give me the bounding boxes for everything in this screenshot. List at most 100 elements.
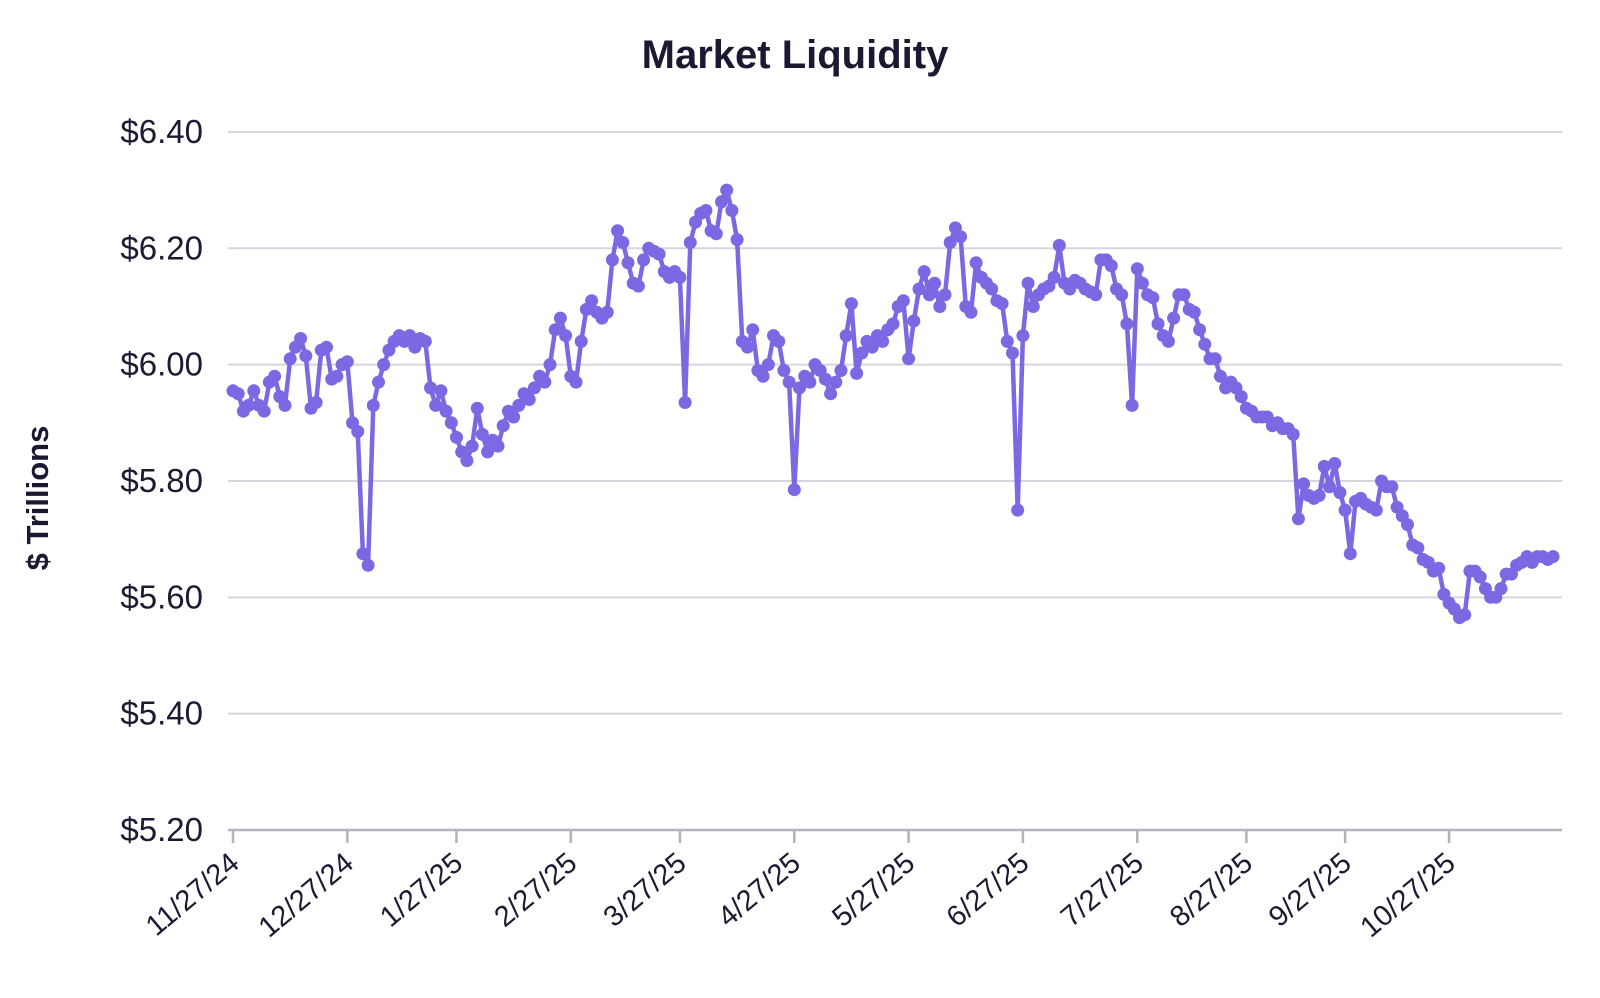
y-tick-label: $6.00 bbox=[120, 346, 203, 383]
data-point bbox=[824, 387, 838, 401]
data-point bbox=[907, 314, 921, 328]
data-point bbox=[933, 300, 947, 313]
data-point bbox=[1047, 270, 1061, 284]
data-point bbox=[1369, 503, 1383, 517]
data-point bbox=[434, 384, 448, 398]
data-point bbox=[652, 247, 666, 261]
data-point bbox=[351, 425, 365, 438]
line-series bbox=[226, 183, 1560, 625]
data-point bbox=[616, 236, 630, 249]
data-point bbox=[283, 352, 297, 366]
data-point bbox=[678, 396, 692, 409]
data-point bbox=[1021, 276, 1035, 290]
data-point bbox=[366, 398, 380, 412]
data-point bbox=[954, 230, 968, 244]
y-tick-label: $5.80 bbox=[120, 462, 203, 499]
data-point bbox=[964, 305, 978, 319]
data-point bbox=[995, 297, 1009, 311]
data-point bbox=[1312, 489, 1326, 502]
data-point bbox=[746, 323, 760, 337]
data-point bbox=[538, 375, 552, 389]
data-point bbox=[481, 445, 495, 459]
data-point bbox=[793, 381, 806, 395]
x-tick-label: 11/27/24 bbox=[140, 847, 245, 943]
data-point bbox=[600, 305, 614, 319]
data-point bbox=[543, 358, 557, 372]
data-point bbox=[439, 404, 453, 418]
data-point bbox=[1011, 503, 1025, 517]
data-point bbox=[559, 329, 573, 343]
data-point bbox=[850, 366, 864, 380]
data-point bbox=[829, 375, 843, 389]
data-point bbox=[803, 375, 817, 389]
data-point bbox=[278, 398, 292, 412]
data-point bbox=[1120, 317, 1134, 331]
data-point bbox=[1146, 291, 1160, 305]
data-point bbox=[865, 340, 879, 354]
data-point bbox=[741, 340, 754, 354]
data-point bbox=[876, 334, 890, 348]
gridlines bbox=[228, 130, 1562, 715]
x-tick-label: 1/27/25 bbox=[374, 847, 469, 934]
data-point bbox=[1458, 608, 1472, 622]
data-point bbox=[247, 384, 261, 398]
data-point bbox=[725, 204, 739, 217]
data-point bbox=[1130, 262, 1144, 276]
y-tick-label: $5.60 bbox=[120, 578, 203, 615]
data-point bbox=[1286, 427, 1300, 441]
x-tick-label: 10/27/25 bbox=[1355, 847, 1462, 944]
x-tick-label: 9/27/25 bbox=[1263, 847, 1358, 934]
data-point bbox=[1006, 346, 1019, 360]
data-point bbox=[922, 288, 936, 302]
data-point bbox=[418, 334, 432, 348]
data-point bbox=[1193, 323, 1207, 337]
data-point bbox=[896, 294, 910, 308]
data-point bbox=[1161, 334, 1175, 348]
data-point bbox=[460, 454, 474, 468]
x-axis bbox=[228, 828, 1562, 843]
data-point bbox=[1338, 503, 1352, 517]
data-point bbox=[242, 398, 256, 412]
data-point bbox=[1167, 311, 1181, 325]
data-point bbox=[1104, 259, 1118, 273]
y-tick-label: $5.20 bbox=[120, 811, 203, 848]
data-point bbox=[1494, 582, 1508, 596]
data-point bbox=[756, 369, 770, 383]
data-point bbox=[512, 398, 526, 412]
data-point bbox=[299, 349, 313, 363]
data-point bbox=[761, 358, 775, 372]
data-point bbox=[1026, 300, 1040, 313]
data-point bbox=[450, 430, 463, 444]
data-point bbox=[465, 439, 479, 453]
data-point bbox=[361, 558, 375, 572]
data-point bbox=[715, 195, 728, 209]
data-point bbox=[444, 416, 458, 430]
data-point bbox=[902, 352, 916, 366]
y-tick-label: $6.40 bbox=[120, 113, 203, 150]
data-point bbox=[772, 334, 786, 348]
data-point bbox=[631, 279, 645, 293]
data-point bbox=[268, 369, 282, 383]
data-point bbox=[1089, 288, 1103, 302]
data-point bbox=[886, 317, 900, 331]
data-point bbox=[553, 311, 567, 325]
data-point bbox=[782, 375, 796, 389]
data-point bbox=[720, 183, 734, 197]
data-point bbox=[605, 253, 619, 267]
data-point bbox=[917, 265, 931, 279]
data-point bbox=[730, 233, 744, 247]
data-point bbox=[320, 340, 333, 354]
y-tick-label: $5.40 bbox=[120, 695, 203, 732]
data-point bbox=[839, 329, 853, 343]
data-point bbox=[1208, 352, 1222, 366]
data-point bbox=[1135, 276, 1149, 290]
data-point bbox=[527, 381, 541, 395]
data-point bbox=[1187, 305, 1201, 319]
data-point bbox=[777, 364, 791, 377]
data-point bbox=[855, 346, 869, 360]
data-point bbox=[257, 404, 271, 418]
data-point bbox=[943, 236, 957, 249]
data-point bbox=[429, 398, 443, 412]
data-point bbox=[496, 419, 510, 433]
data-point bbox=[1000, 334, 1014, 348]
